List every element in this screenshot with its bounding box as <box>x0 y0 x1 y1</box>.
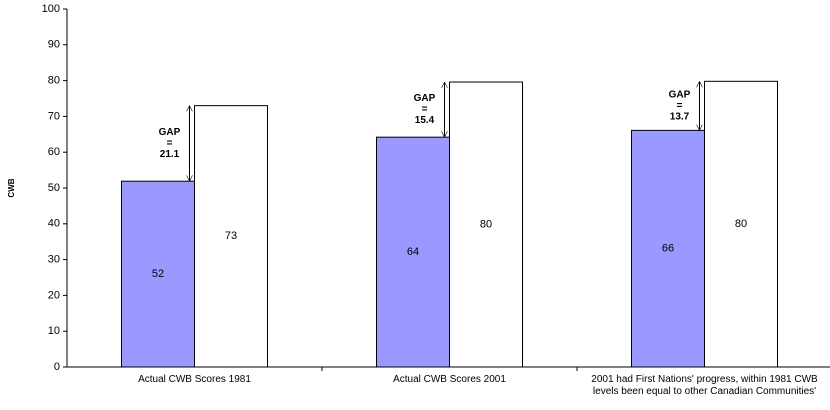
gap-annotation: 13.7 <box>670 111 690 122</box>
x-tick-label: Actual CWB Scores 1981 <box>138 374 251 385</box>
data-label: 66 <box>662 243 674 255</box>
y-tick-label: 20 <box>48 289 60 301</box>
gap-annotation: = <box>422 104 428 115</box>
gap-annotation: GAP <box>669 89 691 100</box>
y-axis-label: CWB <box>7 178 16 197</box>
bar <box>449 81 523 368</box>
x-tick-label: 2001 had First Nations' progress, within… <box>591 374 818 397</box>
y-tick-label: 10 <box>48 325 60 337</box>
y-tick-label: 50 <box>48 182 60 194</box>
y-tick-label: 60 <box>48 146 60 158</box>
data-label: 52 <box>152 268 164 280</box>
bar <box>704 80 778 368</box>
y-tick-label: 100 <box>42 3 60 15</box>
y-tick-label: 80 <box>48 75 60 87</box>
y-tick-label: 30 <box>48 254 60 266</box>
gap-annotation: GAP <box>414 93 436 104</box>
bar <box>194 105 268 368</box>
data-label: 64 <box>407 246 419 258</box>
gap-annotation: GAP <box>159 127 181 138</box>
gap-annotation: 21.1 <box>160 149 180 160</box>
gap-annotation: = <box>677 100 683 111</box>
data-label: 80 <box>480 218 492 230</box>
y-tick-label: 40 <box>48 218 60 230</box>
y-tick-label: 90 <box>48 39 60 51</box>
y-tick-label: 70 <box>48 110 60 122</box>
gap-annotation: = <box>167 138 173 149</box>
y-tick-label: 0 <box>54 361 60 373</box>
x-tick-label: Actual CWB Scores 2001 <box>393 374 506 385</box>
bar <box>376 136 450 368</box>
gap-annotation: 15.4 <box>415 115 435 126</box>
data-label: 73 <box>225 230 237 242</box>
data-label: 80 <box>735 218 747 230</box>
